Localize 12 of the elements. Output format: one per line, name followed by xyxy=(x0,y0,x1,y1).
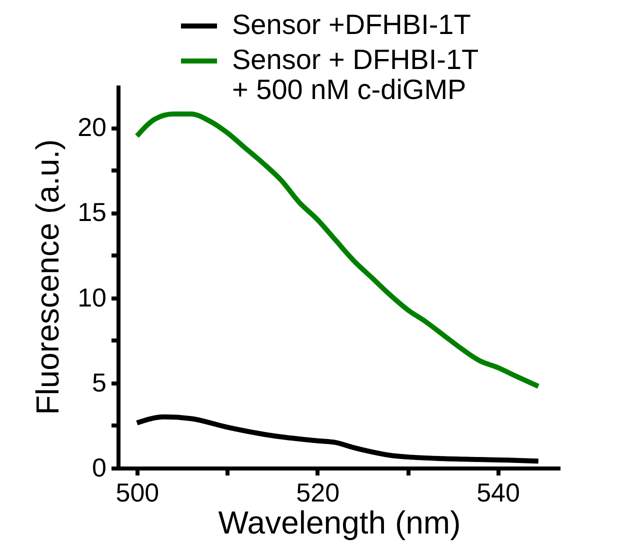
x-tick-label: 520 xyxy=(296,478,340,508)
y-tick-label: 15 xyxy=(78,197,106,228)
x-axis-title: Wavelength (nm) xyxy=(218,504,461,540)
y-tick-label: 10 xyxy=(78,282,106,312)
x-tick-label: 540 xyxy=(476,478,520,508)
y-tick-label: 20 xyxy=(78,112,106,142)
legend-label: Sensor +DFHBI-1T xyxy=(232,9,471,40)
y-tick-label: 0 xyxy=(92,452,106,482)
x-tick-label: 500 xyxy=(116,478,160,508)
y-tick-label: 5 xyxy=(92,367,106,398)
y-axis-title: Fluorescence (a.u.) xyxy=(30,139,66,415)
legend-label: Sensor + DFHBI-1T + 500 nM c-diGMP xyxy=(232,44,479,105)
